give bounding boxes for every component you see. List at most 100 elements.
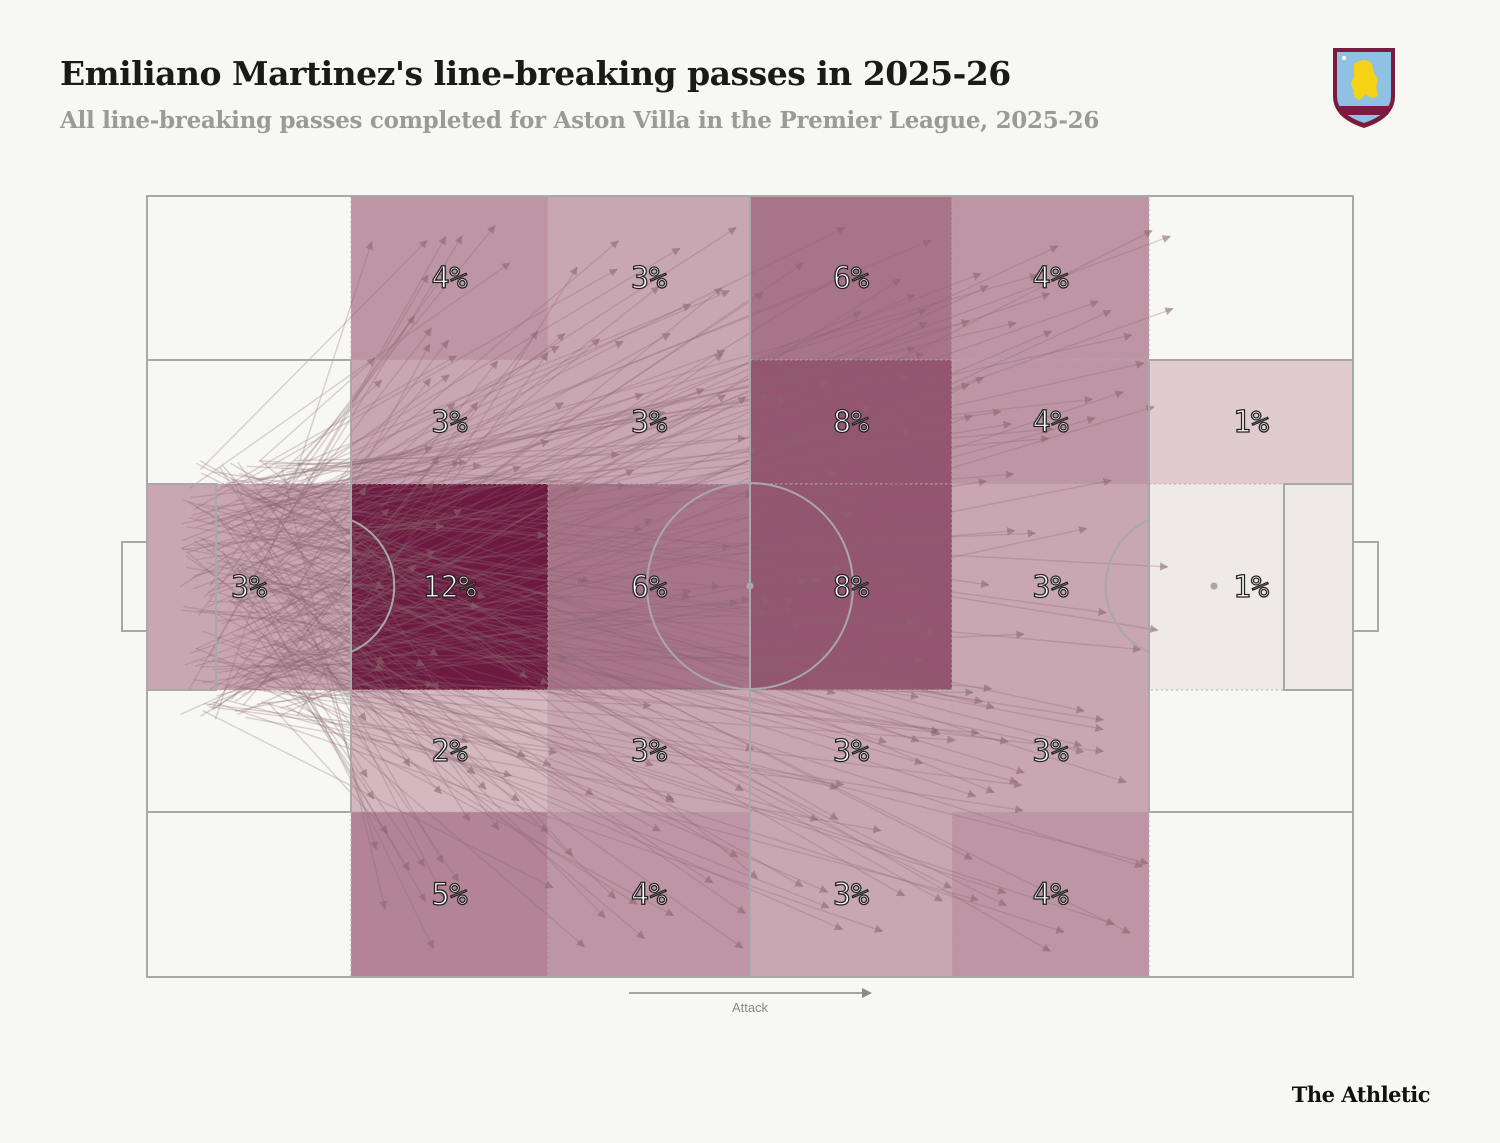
- pass-arrow: [280, 653, 924, 664]
- pass-arrow: [296, 266, 578, 717]
- heatmap-zone: [951, 359, 1150, 485]
- pass-arrow: [188, 262, 511, 490]
- pass-arrow: [192, 388, 705, 590]
- pass-arrow: [237, 462, 500, 831]
- pass-arrow: [212, 630, 1025, 671]
- heatmap-zone: [350, 689, 549, 813]
- pass-arrow: [239, 395, 1094, 496]
- pass-arrow: [220, 351, 925, 488]
- pass-arrow: [199, 239, 428, 471]
- pass-arrow: [181, 239, 932, 550]
- zone-label: 3%: [833, 878, 869, 913]
- pass-arrow: [212, 658, 1065, 934]
- zone-label: 4%: [1032, 878, 1068, 913]
- pass-arrow: [246, 478, 987, 595]
- pass-arrow: [265, 486, 581, 627]
- pass-arrow: [188, 516, 487, 600]
- pass-arrow: [232, 543, 731, 679]
- pass-arrow: [207, 235, 1171, 594]
- pass-arrow: [238, 402, 456, 607]
- pass-arrow: [254, 349, 726, 527]
- pass-arrow: [252, 563, 984, 705]
- pass-arrow: [274, 225, 496, 496]
- pass-arrow: [194, 540, 714, 884]
- pass-arrow: [190, 382, 970, 654]
- zone-label: 2%: [431, 734, 467, 769]
- pass-arrow: [286, 286, 660, 582]
- pass-arrow: [212, 340, 624, 553]
- zone-label: 3%: [1032, 570, 1068, 605]
- pass-arrow: [286, 402, 565, 551]
- pass-arrow: [295, 390, 1124, 669]
- pass-arrow: [221, 550, 436, 625]
- pass-arrow: [275, 378, 432, 568]
- pass-arrow: [208, 380, 828, 597]
- pass-arrow: [279, 376, 985, 717]
- pass-arrow: [237, 309, 1112, 716]
- pass-arrow: [222, 345, 560, 526]
- pass-arrow: [241, 230, 1153, 696]
- pass-arrow: [276, 651, 1115, 926]
- pass-arrow: [260, 470, 1015, 538]
- left-penalty-area: [147, 359, 352, 813]
- pass-arrow: [211, 486, 367, 710]
- pass-arrow: [238, 524, 691, 601]
- pass-arrow: [212, 425, 1054, 508]
- pass-arrow: [259, 589, 1105, 723]
- pass-arrow: [236, 360, 785, 632]
- pass-arrow: [283, 338, 600, 609]
- pass-arrow: [293, 544, 936, 637]
- pass-arrow: [221, 464, 574, 857]
- zone-label: 4%: [631, 878, 667, 913]
- pass-arrow: [211, 319, 971, 523]
- pass-arrow: [206, 311, 862, 608]
- pass-arrow: [195, 647, 844, 931]
- pass-arrow: [192, 272, 982, 579]
- pass-arrow: [205, 561, 924, 766]
- zone-label: 3%: [231, 570, 267, 605]
- pass-arrow: [259, 460, 755, 499]
- pass-arrow: [267, 587, 550, 685]
- pass-arrow: [195, 462, 973, 860]
- pass-arrow: [261, 477, 1112, 649]
- pass-arrow: [235, 447, 757, 502]
- zone-label: 8%: [833, 405, 869, 440]
- pass-arrow: [210, 581, 437, 591]
- left-goal: [121, 541, 148, 632]
- pass-arrow: [267, 487, 995, 794]
- right-goal: [1352, 541, 1379, 632]
- right-penalty-area: [1148, 359, 1353, 813]
- right-penalty-spot: [1210, 582, 1218, 590]
- pass-arrow: [207, 410, 666, 525]
- pass-arrow: [244, 653, 568, 681]
- pass-arrow: [234, 300, 1099, 605]
- zone-label: 5%: [431, 878, 467, 913]
- pass-arrow: [234, 564, 843, 688]
- pass-arrow: [235, 519, 547, 540]
- pass-arrow: [247, 536, 1025, 775]
- pass-arrow: [256, 629, 520, 802]
- heatmap-zone: [1148, 359, 1354, 485]
- pass-arrow: [264, 598, 442, 795]
- pass-arrow: [196, 308, 928, 528]
- pass-arrow: [296, 273, 1039, 483]
- pass-arrow: [267, 501, 471, 822]
- pass-arrow: [288, 401, 479, 657]
- pass-arrow: [180, 609, 993, 693]
- zone-label: 4%: [431, 261, 467, 296]
- heatmap-zone: [749, 195, 953, 361]
- heatmap-zone: [350, 195, 549, 361]
- pass-arrow: [296, 460, 440, 691]
- pass-arrow: [219, 592, 426, 667]
- left-penalty-arc: [350, 519, 396, 653]
- pass-arrow: [249, 292, 764, 633]
- pass-arrow: [263, 595, 751, 660]
- pass-arrow: [240, 566, 1019, 785]
- pass-arrow: [230, 427, 912, 604]
- pass-arrow: [195, 506, 1007, 906]
- pass-arrow: [286, 634, 654, 767]
- pass-arrow: [197, 610, 802, 630]
- pass-arrow: [279, 505, 644, 534]
- pass-arrow: [246, 465, 627, 490]
- centre-spot: [746, 582, 754, 590]
